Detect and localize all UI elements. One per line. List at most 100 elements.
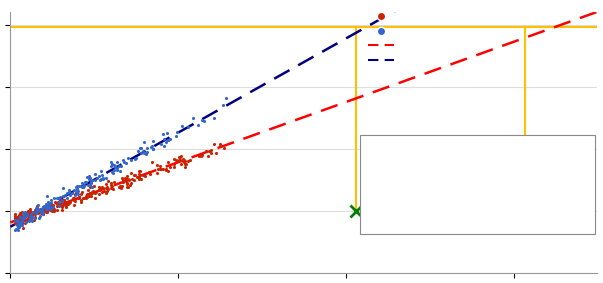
- Point: [10, 213, 20, 218]
- Point: [161, 140, 171, 144]
- Point: [17, 219, 27, 224]
- Point: [55, 201, 65, 206]
- Point: [78, 184, 87, 189]
- Point: [146, 172, 156, 176]
- Point: [15, 215, 25, 219]
- Point: [12, 222, 22, 226]
- Point: [29, 218, 39, 222]
- Point: [55, 195, 65, 199]
- Point: [134, 168, 144, 173]
- Point: [95, 192, 104, 196]
- Point: [46, 201, 56, 205]
- Point: [48, 205, 58, 209]
- Point: [180, 165, 190, 169]
- Point: [11, 219, 21, 224]
- Point: [53, 196, 63, 200]
- Point: [107, 180, 116, 185]
- Point: [16, 220, 26, 225]
- Point: [43, 204, 53, 208]
- Point: [41, 206, 51, 210]
- Point: [12, 219, 22, 224]
- Point: [13, 219, 23, 223]
- Point: [37, 210, 46, 215]
- Point: [171, 134, 181, 138]
- Point: [103, 185, 112, 190]
- Point: [47, 208, 57, 213]
- Point: [17, 218, 27, 223]
- Point: [122, 177, 131, 181]
- Point: [25, 207, 35, 211]
- Point: [74, 184, 84, 188]
- Point: [17, 219, 27, 224]
- Point: [68, 197, 78, 201]
- Point: [57, 205, 66, 209]
- Point: [47, 203, 57, 207]
- Point: [27, 216, 36, 220]
- Point: [69, 203, 78, 207]
- Point: [20, 214, 30, 218]
- Point: [121, 160, 131, 165]
- Point: [17, 213, 27, 217]
- Point: [13, 228, 23, 233]
- Point: [176, 162, 186, 167]
- Point: [35, 210, 45, 215]
- Point: [22, 212, 31, 216]
- Point: [81, 196, 91, 200]
- Point: [125, 183, 135, 187]
- Point: [156, 164, 165, 169]
- Point: [31, 206, 41, 211]
- Point: [54, 203, 64, 208]
- Point: [17, 223, 27, 227]
- Point: [121, 178, 131, 183]
- Point: [101, 190, 110, 195]
- Point: [24, 216, 34, 220]
- Point: [71, 193, 80, 198]
- Point: [98, 177, 108, 181]
- Point: [122, 173, 132, 178]
- Point: [22, 213, 31, 217]
- Point: [19, 216, 29, 220]
- Point: [197, 117, 207, 122]
- Point: [69, 198, 78, 202]
- Point: [34, 207, 44, 212]
- Point: [41, 202, 51, 206]
- Point: [124, 177, 134, 182]
- Point: [85, 191, 95, 196]
- Point: [80, 196, 89, 200]
- Point: [32, 209, 42, 213]
- Point: [13, 222, 23, 226]
- Point: [177, 154, 186, 158]
- Point: [88, 189, 98, 194]
- Point: [27, 210, 37, 215]
- Point: [10, 221, 20, 225]
- Point: [163, 138, 173, 142]
- Point: [53, 203, 63, 207]
- Point: [78, 196, 87, 200]
- Point: [153, 166, 163, 171]
- Point: [221, 96, 231, 100]
- Point: [42, 205, 51, 210]
- Point: [199, 119, 209, 123]
- Point: [155, 166, 165, 171]
- Point: [194, 153, 203, 158]
- Point: [128, 173, 138, 177]
- Point: [139, 173, 148, 177]
- Point: [33, 208, 42, 212]
- Point: [93, 184, 103, 189]
- Point: [62, 195, 72, 200]
- Point: [77, 184, 86, 188]
- Point: [118, 183, 127, 188]
- Point: [71, 185, 81, 190]
- Point: [112, 160, 122, 164]
- Point: [48, 206, 58, 211]
- Point: [14, 213, 24, 217]
- Point: [22, 213, 32, 217]
- Point: [61, 205, 71, 209]
- Point: [31, 210, 41, 215]
- Point: [58, 204, 68, 209]
- Point: [206, 148, 216, 153]
- Point: [177, 124, 187, 128]
- Point: [36, 207, 45, 211]
- Point: [64, 201, 74, 206]
- Point: [22, 216, 31, 221]
